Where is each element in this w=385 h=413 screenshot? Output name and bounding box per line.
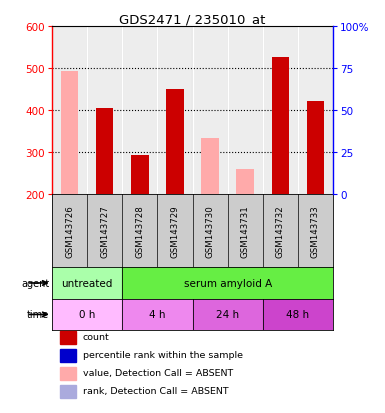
Bar [96, 109, 114, 194]
Text: GSM143728: GSM143728 [135, 204, 144, 257]
Text: untreated: untreated [62, 278, 113, 288]
Text: time: time [27, 310, 49, 320]
Bar [228, 27, 263, 194]
Bar [52, 268, 122, 299]
Bar [87, 27, 122, 194]
Text: agent: agent [21, 278, 49, 288]
Bar [52, 27, 87, 194]
Bar [271, 57, 289, 194]
Bar [307, 102, 324, 194]
Bar [263, 299, 333, 330]
Bar [236, 169, 254, 194]
Bar [192, 27, 228, 194]
Text: GSM143733: GSM143733 [311, 204, 320, 257]
Text: percentile rank within the sample: percentile rank within the sample [83, 350, 243, 359]
Text: value, Detection Call = ABSENT: value, Detection Call = ABSENT [83, 368, 233, 377]
Bar [157, 27, 192, 194]
Text: 4 h: 4 h [149, 310, 166, 320]
Bar [122, 299, 192, 330]
Text: GSM143730: GSM143730 [206, 204, 214, 257]
Bar [122, 268, 333, 299]
Text: GSM143729: GSM143729 [171, 205, 179, 257]
Text: 0 h: 0 h [79, 310, 95, 320]
Bar [60, 385, 76, 398]
Text: GSM143731: GSM143731 [241, 204, 250, 257]
Bar [131, 155, 149, 194]
Text: serum amyloid A: serum amyloid A [184, 278, 272, 288]
Bar [166, 90, 184, 194]
Bar [192, 299, 263, 330]
Text: 48 h: 48 h [286, 310, 310, 320]
Bar [60, 367, 76, 380]
Text: 24 h: 24 h [216, 310, 239, 320]
Text: count: count [83, 332, 110, 341]
Text: rank, Detection Call = ABSENT: rank, Detection Call = ABSENT [83, 386, 229, 395]
Bar [298, 27, 333, 194]
Bar [52, 299, 122, 330]
Text: GSM143727: GSM143727 [100, 204, 109, 257]
Bar [263, 27, 298, 194]
Text: GSM143732: GSM143732 [276, 204, 285, 257]
Bar [122, 27, 157, 194]
Title: GDS2471 / 235010_at: GDS2471 / 235010_at [119, 13, 266, 26]
Text: GSM143726: GSM143726 [65, 204, 74, 257]
Bar [201, 139, 219, 194]
Bar [60, 349, 76, 362]
Bar [61, 72, 78, 194]
Bar [60, 331, 76, 344]
